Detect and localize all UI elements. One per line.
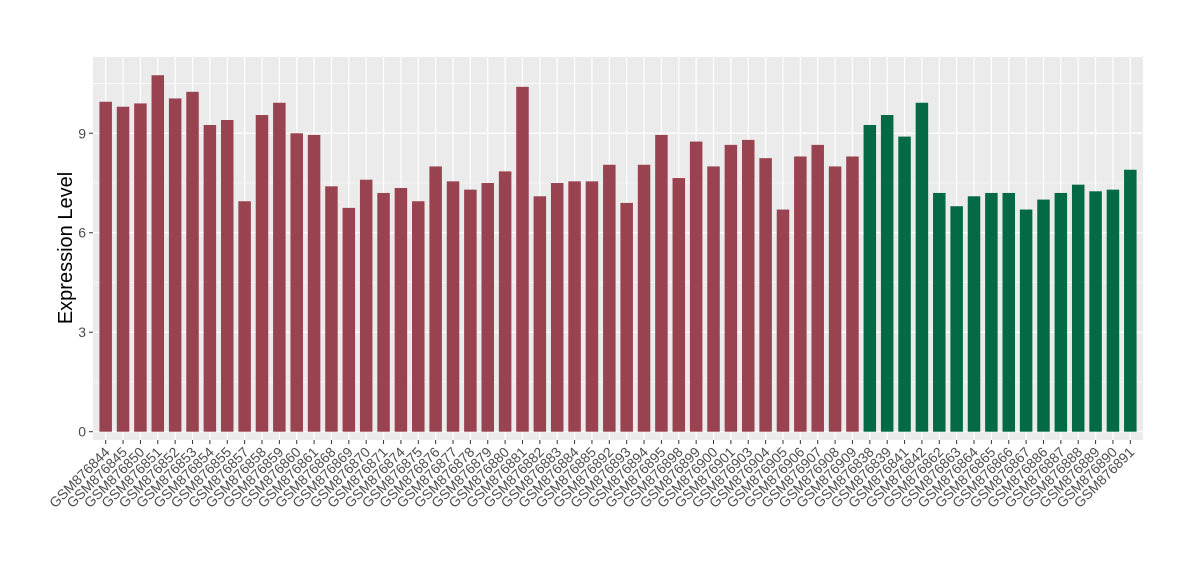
bar bbox=[655, 134, 668, 432]
x-axis-ticks: GSM876844GSM876845GSM876850GSM876851GSM8… bbox=[46, 440, 1138, 511]
bar bbox=[168, 98, 182, 432]
bar bbox=[446, 181, 460, 432]
bar bbox=[724, 144, 738, 432]
bar bbox=[516, 86, 529, 432]
y-tick-label: 3 bbox=[78, 324, 86, 340]
bar bbox=[498, 171, 512, 432]
bar bbox=[99, 101, 112, 432]
y-tick-label: 9 bbox=[78, 125, 86, 141]
bar bbox=[1106, 189, 1120, 432]
bar bbox=[220, 120, 234, 432]
bar bbox=[464, 189, 477, 432]
bar bbox=[238, 201, 251, 432]
bar bbox=[481, 183, 495, 432]
bar bbox=[637, 164, 651, 432]
bar bbox=[776, 209, 790, 432]
bar bbox=[741, 139, 755, 432]
bar bbox=[620, 202, 633, 432]
bar bbox=[1002, 192, 1016, 432]
bar bbox=[533, 196, 547, 432]
bar bbox=[412, 201, 425, 432]
bar bbox=[325, 186, 338, 432]
bar bbox=[759, 158, 772, 432]
bar bbox=[116, 106, 130, 432]
bar bbox=[603, 164, 616, 432]
bar bbox=[255, 115, 269, 432]
bar bbox=[689, 141, 703, 432]
y-tick-label: 0 bbox=[78, 424, 86, 440]
bar bbox=[342, 207, 356, 432]
bar bbox=[794, 156, 807, 432]
bar bbox=[151, 75, 165, 432]
y-axis-ticks: 0 3 6 9 bbox=[78, 125, 93, 440]
bar bbox=[707, 166, 720, 432]
bar bbox=[898, 136, 911, 432]
bar bbox=[933, 192, 946, 432]
bar bbox=[811, 144, 824, 432]
bar bbox=[967, 196, 981, 432]
bars bbox=[99, 75, 1137, 432]
bar bbox=[1019, 209, 1033, 432]
bar bbox=[307, 134, 321, 432]
bar bbox=[828, 166, 842, 432]
bar bbox=[186, 91, 199, 432]
bar bbox=[1054, 192, 1068, 432]
bar bbox=[273, 102, 286, 432]
bar bbox=[394, 187, 408, 432]
bar bbox=[550, 183, 564, 432]
y-tick-label: 6 bbox=[78, 225, 86, 241]
bar bbox=[1037, 199, 1050, 432]
bar bbox=[950, 206, 963, 432]
bar bbox=[1089, 191, 1102, 432]
bar bbox=[585, 181, 599, 432]
bar bbox=[134, 103, 147, 432]
bar bbox=[1124, 169, 1137, 432]
bar bbox=[846, 156, 859, 432]
bar bbox=[429, 166, 442, 432]
bar bbox=[1071, 184, 1085, 432]
bar bbox=[568, 181, 581, 432]
bar bbox=[915, 102, 929, 432]
bar bbox=[290, 133, 303, 432]
bar bbox=[985, 192, 998, 432]
bar bbox=[359, 179, 373, 432]
bar bbox=[203, 124, 217, 432]
bar bbox=[377, 192, 390, 432]
bar bbox=[672, 178, 686, 432]
y-axis-label: Expression Level bbox=[55, 172, 77, 324]
bar bbox=[863, 124, 877, 432]
bar bbox=[880, 115, 894, 432]
